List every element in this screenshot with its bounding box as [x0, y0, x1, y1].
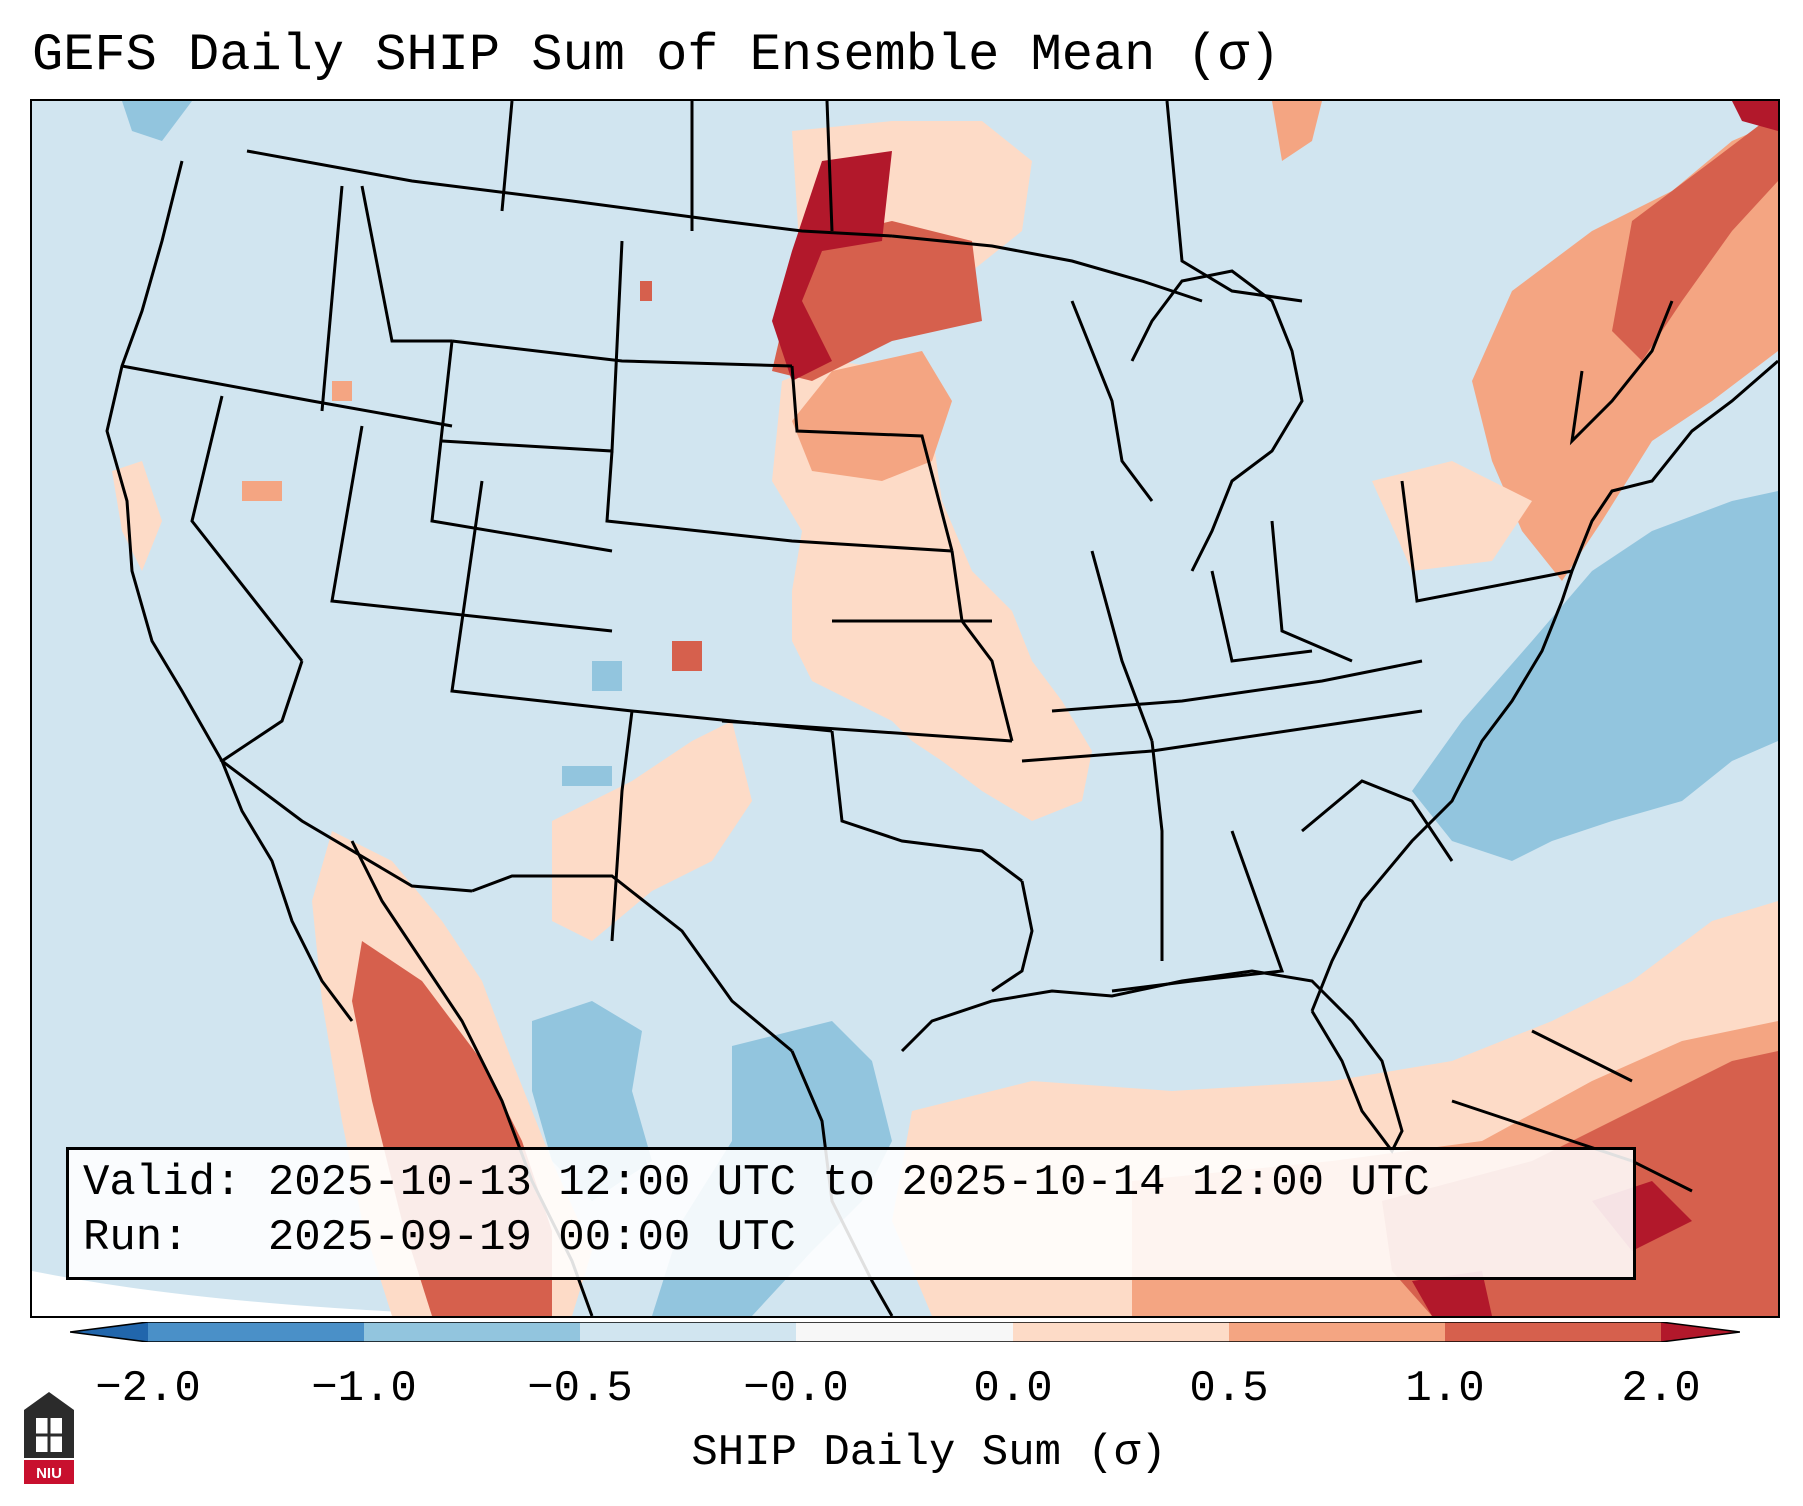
border-line: [721, 719, 1013, 743]
border-line: [1150, 740, 1164, 961]
border-line: [1569, 300, 1674, 446]
colorbar-bin: [1229, 1322, 1445, 1342]
valid-row: Valid: 2025-10-13 12:00 UTC to 2025-10-1…: [83, 1156, 1619, 1211]
caribbean-extreme-positive-2: [1412, 1271, 1492, 1316]
us-gulf-coast: [900, 969, 1404, 1154]
us-mexico-border-texas: [471, 874, 793, 1053]
border-line: [330, 425, 613, 633]
colorbar-under-arrow: [70, 1322, 148, 1342]
border-line: [790, 365, 954, 552]
valid-value: 2025-10-13 12:00 UTC to 2025-10-14 12:00…: [267, 1158, 1430, 1208]
border-line: [1400, 480, 1573, 603]
colorado-negative-2: [562, 766, 612, 786]
valid-label: Valid:: [83, 1158, 242, 1208]
atlantic-negative-area: [1412, 491, 1778, 861]
us-canada-border-west: [246, 149, 893, 238]
valid-run-infobox: Valid: 2025-10-13 12:00 UTC to 2025-10-1…: [66, 1147, 1636, 1280]
colorbar-bin: [1445, 1322, 1661, 1342]
cuba-outline: [1451, 1099, 1693, 1193]
pacific-coastline: [105, 160, 354, 1022]
colorado-negative: [592, 661, 622, 691]
border-line: [1210, 570, 1313, 663]
colorbar-tick-label: −1.0: [311, 1364, 417, 1414]
colorbar-tick-label: −0.0: [743, 1364, 849, 1414]
colorbar-title: SHIP Daily Sum (σ): [691, 1428, 1167, 1478]
us-canada-border-mid: [891, 234, 1203, 303]
colorbar-tick-label: 0.5: [1189, 1364, 1269, 1414]
dakota-moderate-positive: [792, 351, 952, 481]
colorbar-bin: [796, 1322, 1013, 1342]
border-line: [950, 550, 1014, 742]
border-line: [830, 730, 1023, 883]
us-mexico-border-west: [219, 660, 473, 893]
border-line: [451, 339, 793, 368]
bahamas-outline: [1531, 1029, 1633, 1083]
border-line: [605, 450, 953, 553]
colorbar-tick-label: −2.0: [95, 1364, 201, 1414]
border-line: [360, 185, 452, 343]
colorbar-tick-label: −0.5: [527, 1364, 633, 1414]
colorbar-bin: [580, 1322, 796, 1342]
colorado-positive-spot: [672, 641, 702, 671]
logo-text: NIU: [36, 1465, 62, 1482]
map-projection-edge: [32, 1271, 1778, 1316]
run-row: Run: 2025-09-19 00:00 UTC: [83, 1211, 1619, 1266]
border-line: [320, 185, 344, 412]
colorbar-tick-label: 1.0: [1405, 1364, 1485, 1414]
colorbar-tick-label: 0.0: [973, 1364, 1053, 1414]
border-line: [190, 395, 304, 662]
colorbar-bin: [364, 1322, 580, 1342]
border-line: [1301, 779, 1454, 862]
colorbar-bin: [148, 1322, 364, 1342]
border-line: [430, 340, 613, 553]
political-borders: [121, 101, 1674, 1053]
colorbar-over-arrow: [1661, 1322, 1740, 1342]
border-line: [610, 710, 634, 942]
border-line: [1021, 709, 1423, 763]
map-title: GEFS Daily SHIP Sum of Ensemble Mean (σ): [32, 26, 1281, 85]
great-lakes-coast-2: [1070, 300, 1154, 502]
colorbar-bin: [1013, 1322, 1229, 1342]
coastlines: [105, 160, 1778, 1316]
montana-positive-spot: [640, 281, 652, 301]
run-label: Run:: [83, 1213, 189, 1263]
map-panel: [30, 99, 1780, 1318]
ship-anomaly-map: [32, 101, 1778, 1316]
nevada-positive-spot: [242, 481, 282, 501]
border-line: [1090, 550, 1154, 742]
niu-logo-icon: NIU: [24, 1392, 74, 1484]
logo-banner: [24, 1460, 74, 1484]
border-line: [825, 101, 834, 232]
border-line: [121, 364, 453, 428]
border-line: [1270, 520, 1353, 663]
pacific-nw-negative: [122, 101, 192, 141]
oregon-positive-spot: [332, 381, 352, 401]
colorbar-tick-label: 2.0: [1621, 1364, 1701, 1414]
ohio-valley-positive: [1372, 461, 1532, 571]
run-value: 2025-09-19 00:00 UTC: [267, 1213, 796, 1263]
great-lakes-coast: [1130, 269, 1304, 572]
border-line: [500, 101, 514, 212]
atlantic-coastline: [1310, 359, 1778, 1012]
border-line: [1051, 659, 1423, 713]
ontario-positive: [1272, 101, 1322, 161]
maritime-extreme-positive: [1732, 101, 1778, 131]
border-line: [991, 880, 1034, 993]
colorbar: [70, 1322, 1740, 1342]
new-mexico-positive-area: [552, 721, 752, 941]
dakota-extreme-positive: [772, 151, 892, 381]
dakota-strong-positive: [772, 221, 982, 381]
new-england-strong-positive: [1612, 111, 1778, 361]
